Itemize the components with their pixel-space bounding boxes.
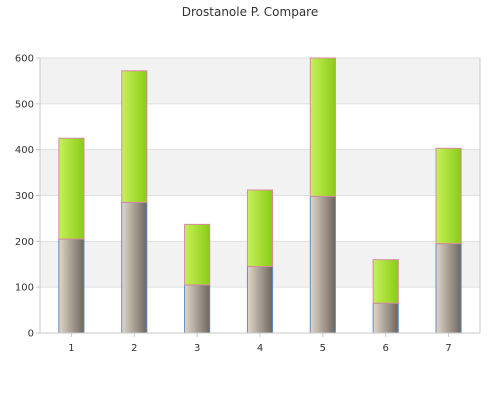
x-tick-label: 4 xyxy=(257,343,263,354)
x-tick-label: 2 xyxy=(131,343,137,354)
bar-series-2 xyxy=(58,137,85,240)
x-tick-label: 6 xyxy=(383,343,389,354)
bar-series-1 xyxy=(184,284,211,334)
bar-series-2 xyxy=(184,223,211,286)
bar-series-1 xyxy=(435,243,462,334)
y-tick-label: 300 xyxy=(15,191,34,202)
bar-series-2 xyxy=(121,70,148,203)
bar-series-1 xyxy=(121,201,148,334)
bars xyxy=(58,57,462,334)
y-tick-labels: 0 100 200 300 400 500 600 xyxy=(15,54,34,340)
y-tick-label: 500 xyxy=(15,99,34,110)
bar-series-2 xyxy=(309,57,336,197)
chart-title: Drostanole P. Compare xyxy=(181,5,319,19)
bar-series-1 xyxy=(246,266,274,334)
bar-series-2 xyxy=(246,189,274,268)
x-tick-labels: 1 2 3 4 5 6 7 xyxy=(68,333,452,354)
x-tick-label: 1 xyxy=(68,343,74,354)
y-tick-label: 600 xyxy=(15,54,34,65)
y-tick-label: 100 xyxy=(15,283,34,294)
x-tick-label: 5 xyxy=(320,343,326,354)
plot-band xyxy=(40,149,480,196)
plot-band xyxy=(40,58,480,104)
bar-series-1 xyxy=(372,302,399,334)
x-tick-label: 7 xyxy=(445,343,451,354)
y-tick-label: 200 xyxy=(15,237,34,248)
y-tick-label: 400 xyxy=(15,145,34,156)
bar-series-1 xyxy=(58,238,85,334)
bar-series-1 xyxy=(309,195,336,334)
bar-series-2 xyxy=(372,259,399,304)
y-tick-label: 0 xyxy=(28,329,34,340)
bar-series-2 xyxy=(435,147,462,245)
x-tick-label: 3 xyxy=(194,343,200,354)
